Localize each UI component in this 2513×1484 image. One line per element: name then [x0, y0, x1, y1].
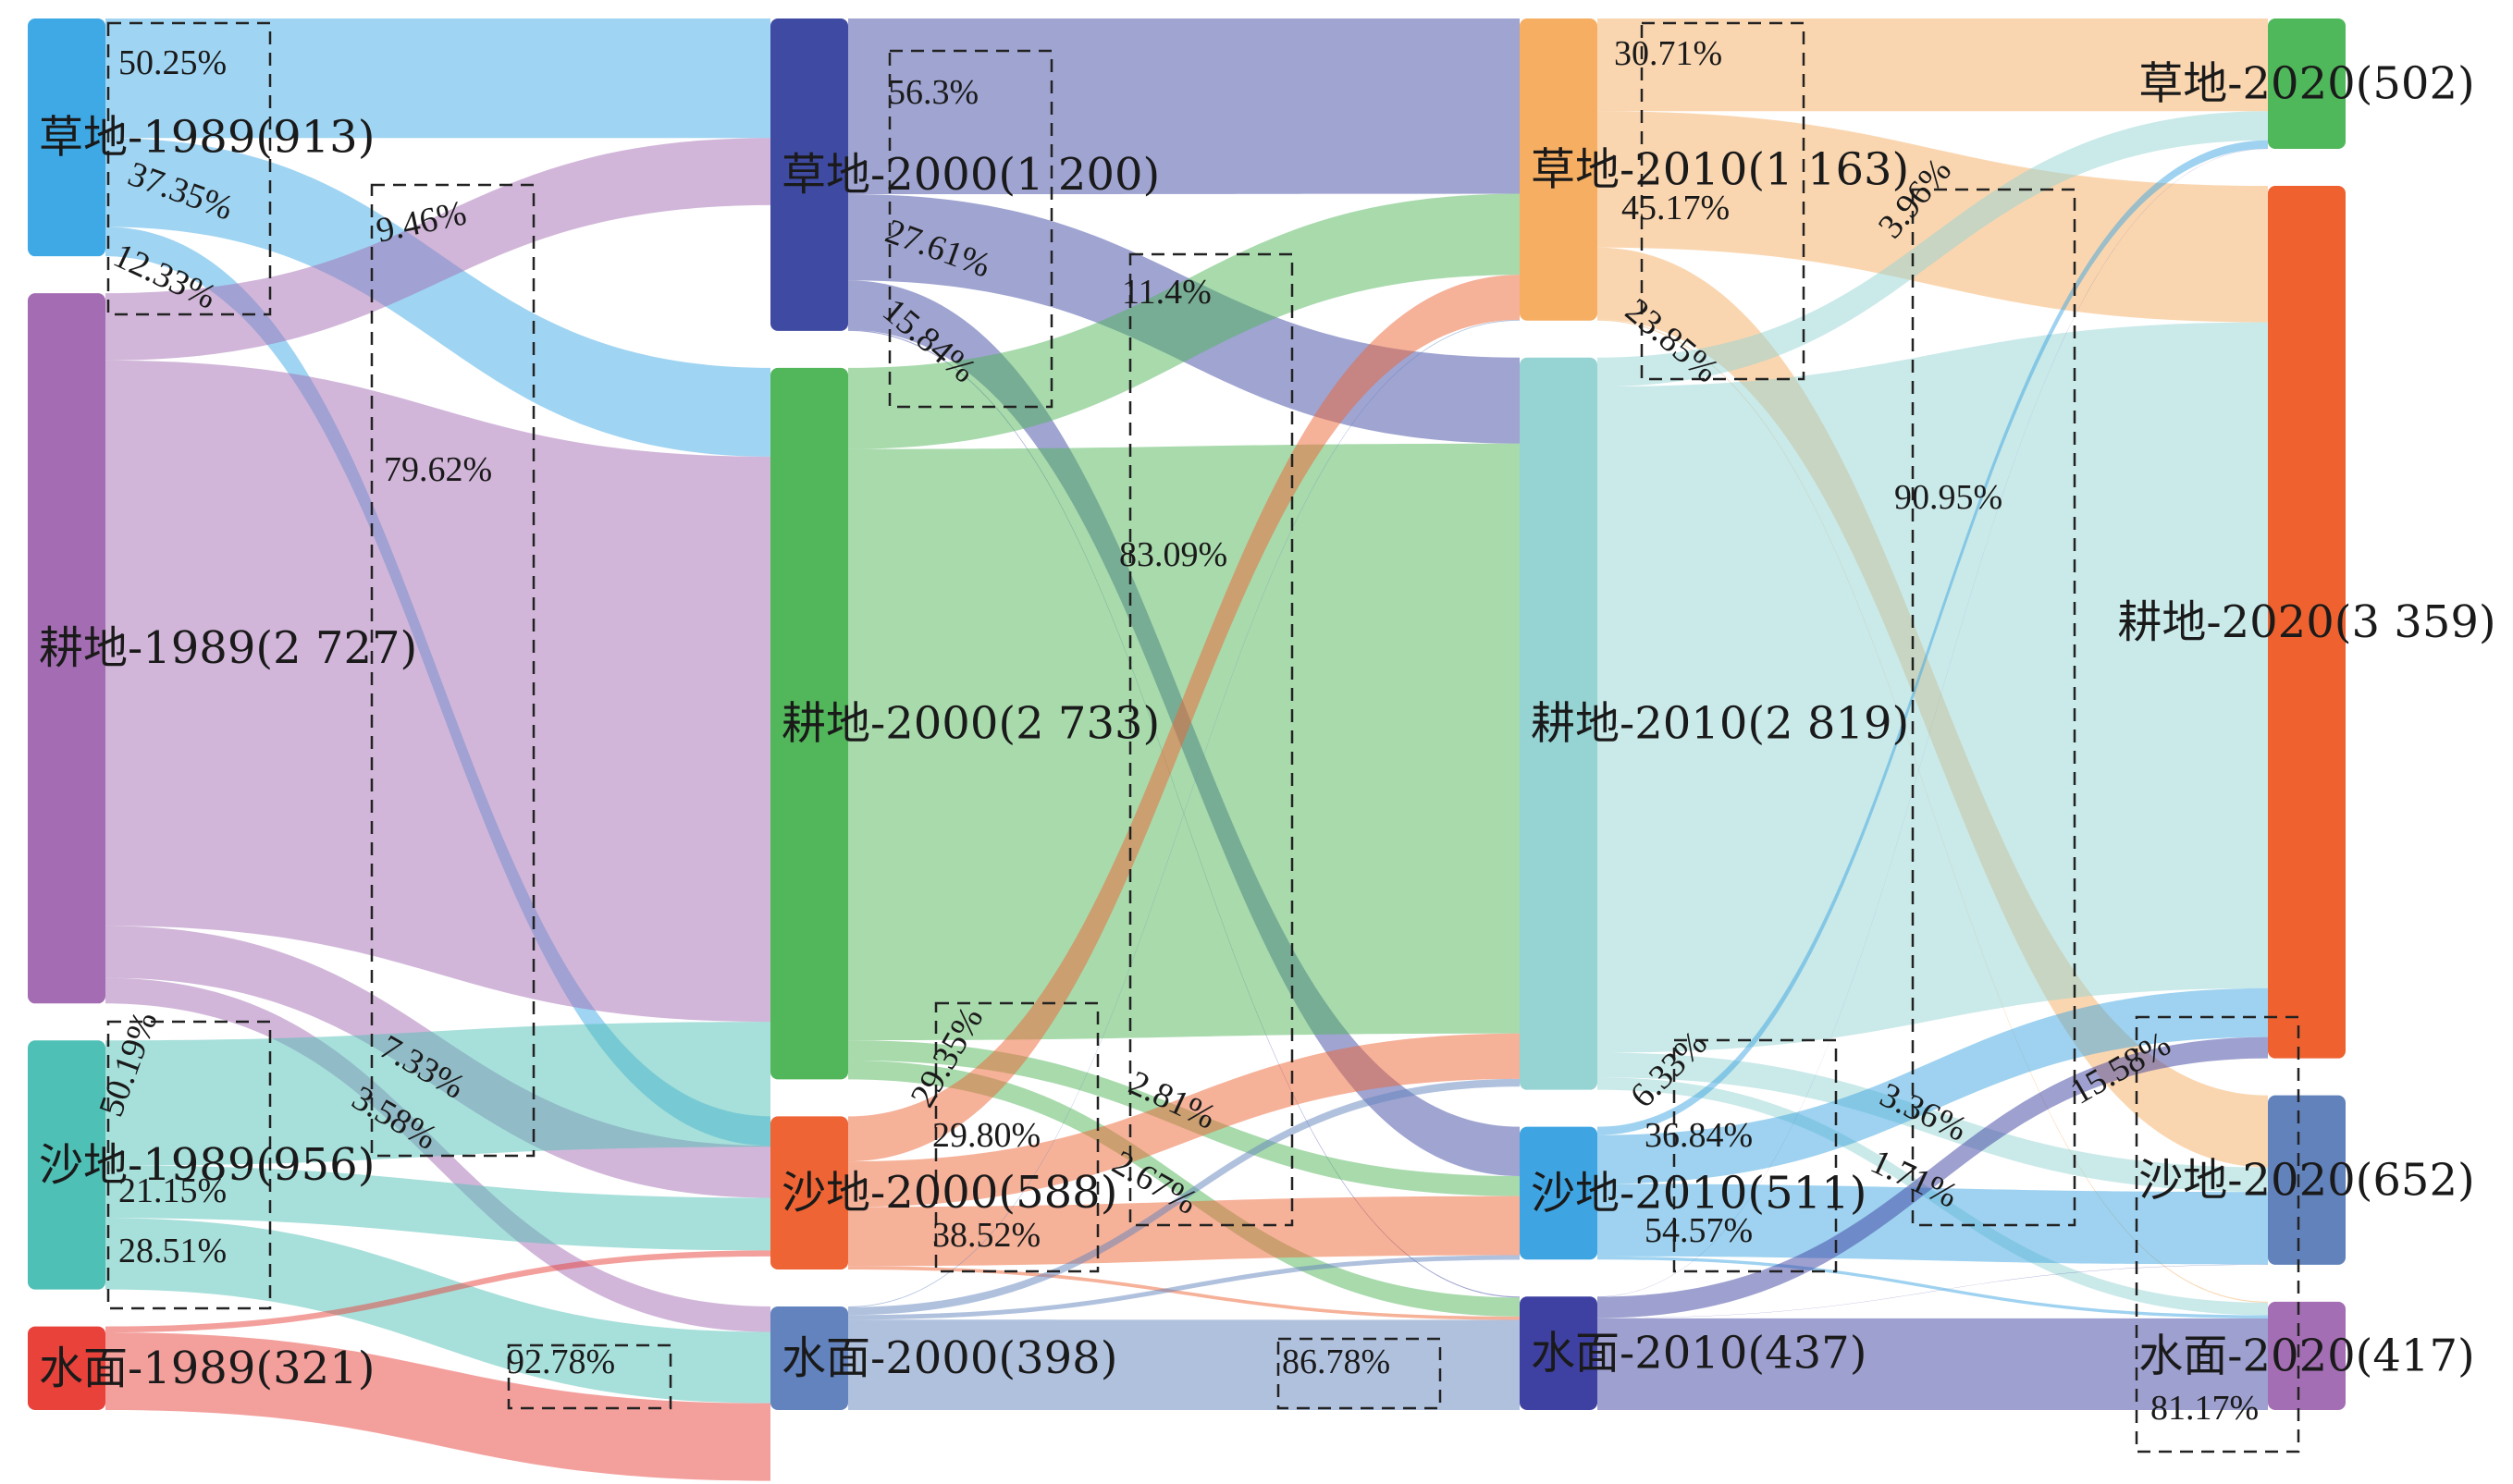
node-label-g10: 草地-2010(1 163)	[1531, 143, 1909, 195]
node-label-c20: 耕地-2020(3 359)	[2117, 596, 2495, 648]
percentage-group-box-5	[1128, 252, 1294, 1227]
flow-s10-to-g20	[1597, 140, 2268, 1135]
percent-label-31: 54.57%	[1645, 1211, 1753, 1250]
node-label-w10: 水面-2010(437)	[1531, 1328, 1866, 1380]
node-label-c89: 耕地-1989(2 727)	[39, 622, 417, 674]
flow-g10-to-c20	[1597, 111, 2268, 323]
percent-label-33: 81.17%	[2150, 1389, 2259, 1428]
percent-label-4: 79.62%	[384, 450, 492, 489]
percent-label-9: 28.51%	[118, 1232, 227, 1270]
node-label-s00: 沙地-2000(588)	[782, 1167, 1117, 1219]
node-label-w89: 水面-1989(321)	[39, 1343, 375, 1394]
flow-s10-to-w20	[1597, 1256, 2268, 1318]
node-labels: 草地-1989(913) 耕地-1989(2 727) 沙地-1989(956) 水面…	[39, 58, 2496, 1394]
node-label-s89: 沙地-1989(956)	[39, 1139, 375, 1191]
node-g89	[28, 18, 105, 257]
percent-label-21: 86.78%	[1282, 1343, 1390, 1381]
flow-c89-to-g00	[105, 138, 770, 361]
percentage-group-box-1	[370, 183, 536, 1158]
node-label-c00: 耕地-2000(2 733)	[782, 698, 1160, 750]
node-w89	[28, 1326, 105, 1410]
node-c00	[770, 367, 848, 1080]
percent-label-14: 11.4%	[1122, 273, 1212, 312]
percentage-group-box-7	[1276, 1337, 1442, 1410]
percentage-group-box-4	[888, 49, 1053, 409]
flow-g89-to-g00	[105, 18, 770, 139]
percent-label-10: 92.78%	[507, 1343, 615, 1381]
node-s89	[28, 1040, 105, 1290]
node-c89	[28, 293, 105, 1004]
flow-w10-to-g20	[1597, 148, 2268, 1297]
flow-s00-to-w10	[848, 1266, 1520, 1320]
flow-s00-to-s10	[848, 1196, 1520, 1267]
node-label-s20: 沙地-2020(652)	[2138, 1154, 2474, 1206]
flow-links	[105, 18, 2268, 1481]
flow-w00-to-c10	[848, 1078, 1520, 1316]
flow-c10-to-c20	[1597, 322, 2268, 1053]
flow-c00-to-g10	[848, 193, 1520, 449]
flow-s89-to-c00	[105, 1022, 770, 1166]
percentage-group-box-9	[1911, 188, 2076, 1227]
flow-w89-to-w00	[105, 1332, 770, 1481]
percentage-group-box-3	[507, 1343, 672, 1410]
flow-w10-to-s20	[1597, 1264, 2268, 1318]
flow-c00-to-w10	[848, 1060, 1520, 1317]
flow-s89-to-s00	[105, 1165, 770, 1251]
flow-c10-to-s20	[1597, 1052, 2268, 1193]
percent-label-30: 36.84%	[1645, 1116, 1753, 1155]
percentage-group-box-10	[1672, 1038, 1838, 1273]
percent-label-22: 30.71%	[1614, 34, 1722, 73]
flow-w00-to-w10	[848, 1319, 1520, 1410]
node-g10	[1520, 18, 1597, 321]
percentage-group-box-6	[934, 1001, 1100, 1273]
node-label-g89: 草地-1989(913)	[39, 112, 375, 164]
flow-w00-to-g10	[848, 319, 1520, 1307]
flow-c00-to-c10	[848, 443, 1520, 1041]
percentage-group-box-2	[106, 1020, 272, 1310]
node-s20	[2268, 1095, 2346, 1265]
node-label-w20: 水面-2020(417)	[2138, 1330, 2474, 1381]
percent-label-20: 38.52%	[932, 1216, 1041, 1255]
flow-s00-to-g10	[848, 275, 1520, 1162]
node-label-g20: 草地-2020(502)	[2138, 58, 2474, 110]
flow-g10-to-g20	[1597, 18, 2268, 112]
node-c20	[2268, 186, 2346, 1059]
node-c10	[1520, 357, 1597, 1090]
flow-s89-to-w00	[105, 1218, 770, 1404]
node-s00	[770, 1116, 848, 1269]
flow-w00-to-s10	[848, 1255, 1520, 1320]
node-w10	[1520, 1296, 1597, 1410]
flow-c89-to-c00	[105, 360, 770, 1023]
percent-label-23: 45.17%	[1621, 189, 1730, 227]
flow-s10-to-c20	[1597, 987, 2268, 1184]
percent-label-26: 90.95%	[1894, 478, 2002, 517]
percent-label-0: 50.25%	[118, 43, 227, 82]
percent-label-15: 83.09%	[1119, 535, 1227, 574]
percentage-group-box-0	[106, 21, 272, 316]
node-w00	[770, 1306, 848, 1410]
percentage-group-box-8	[1640, 21, 1805, 381]
node-label-g00: 草地-2000(1 200)	[782, 149, 1160, 201]
flow-g89-to-c00	[105, 138, 770, 457]
node-label-c10: 耕地-2010(2 819)	[1531, 698, 1909, 750]
land-class-nodes	[28, 18, 2346, 1410]
flow-s00-to-c10	[848, 1033, 1520, 1208]
node-s10	[1520, 1126, 1597, 1260]
percent-label-19: 29.80%	[932, 1116, 1041, 1155]
node-label-w00: 水面-2000(398)	[782, 1332, 1117, 1384]
flow-w89-to-s00	[105, 1250, 770, 1333]
node-w20	[2268, 1301, 2346, 1410]
node-g20	[2268, 18, 2346, 150]
flow-g00-to-g10	[848, 18, 1520, 195]
flow-c10-to-g20	[1597, 111, 2268, 387]
percent-label-11: 56.3%	[888, 73, 979, 112]
flow-s10-to-s20	[1597, 1184, 2268, 1265]
flow-w10-to-c20	[1597, 1036, 2268, 1318]
node-g00	[770, 18, 848, 331]
percent-label-8: 21.15%	[118, 1171, 227, 1210]
percentage-boxes	[106, 21, 2300, 1453]
node-label-s10: 沙地-2010(511)	[1531, 1167, 1866, 1219]
flow-w10-to-w20	[1597, 1318, 2268, 1410]
